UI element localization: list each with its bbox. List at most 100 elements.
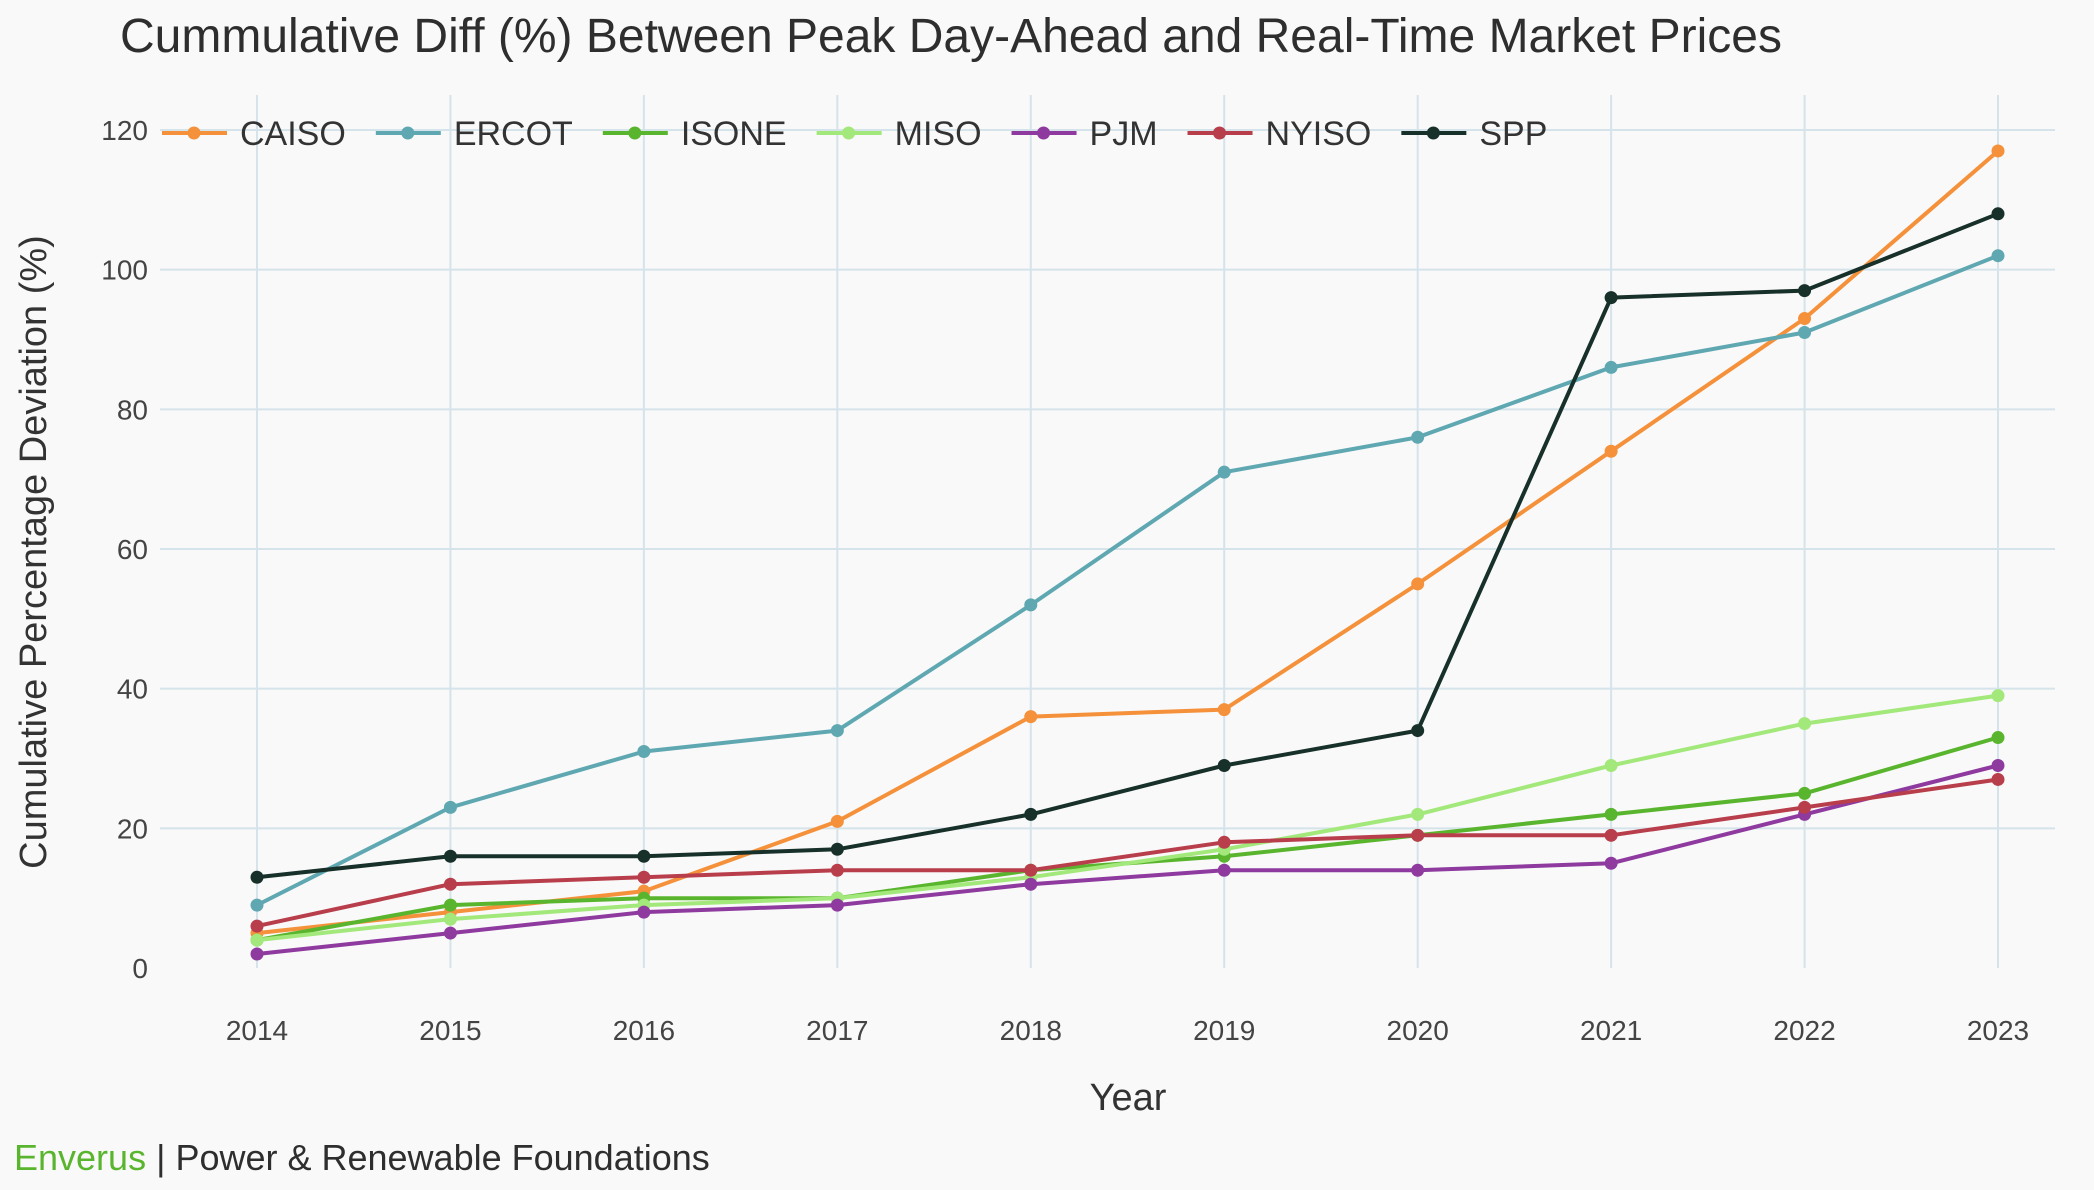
legend-label-ercot: ERCOT: [454, 115, 573, 153]
data-point-spp: [1411, 724, 1425, 738]
footer-separator: |: [146, 1137, 176, 1178]
data-point-nyiso: [830, 863, 844, 877]
x-axis-ticks: 2014 2015 2016 2017 2018 2019 2020 2021 2022 2023: [226, 1015, 2029, 1046]
data-point-spp: [1217, 758, 1231, 772]
x-tick-label: 2014: [226, 1015, 288, 1046]
y-tick-label: 20: [117, 813, 148, 844]
data-point-isone: [1991, 731, 2005, 745]
y-tick-label: 40: [117, 674, 148, 705]
legend-item-caiso: CAISO: [162, 115, 346, 153]
y-tick-label: 100: [101, 255, 148, 286]
data-point-miso: [1411, 807, 1425, 821]
chart-title: Cummulative Diff (%) Between Peak Day-Ah…: [120, 10, 1782, 63]
series-line-spp: [255, 211, 2000, 880]
data-point-ercot: [1604, 360, 1618, 374]
y-axis-ticks: 0 20 40 60 80 100 120: [101, 115, 148, 984]
data-point-ercot: [1991, 249, 2005, 263]
data-point-pjm: [1604, 856, 1618, 870]
data-point-ercot: [1798, 326, 1812, 340]
series-line-miso: [255, 693, 2000, 943]
data-point-caiso: [1798, 312, 1812, 326]
legend-label-pjm: PJM: [1090, 115, 1158, 153]
legend-item-miso: MISO: [816, 115, 982, 153]
data-point-spp: [637, 849, 651, 863]
data-point-spp: [1798, 284, 1812, 298]
x-tick-label: 2016: [613, 1015, 675, 1046]
data-point-spp: [250, 870, 264, 884]
data-point-miso: [1798, 717, 1812, 731]
data-point-ercot: [1411, 430, 1425, 444]
y-axis-label: Cumulative Percentage Deviation (%): [13, 235, 55, 869]
data-point-miso: [250, 933, 264, 947]
x-tick-label: 2017: [806, 1015, 868, 1046]
data-point-caiso: [830, 814, 844, 828]
data-point-nyiso: [1798, 800, 1812, 814]
x-tick-label: 2018: [1000, 1015, 1062, 1046]
data-point-ercot: [637, 745, 651, 759]
y-tick-label: 80: [117, 394, 148, 425]
data-point-caiso: [1991, 144, 2005, 158]
x-axis-label: Year: [1090, 1077, 1167, 1119]
y-tick-label: 0: [132, 953, 148, 984]
data-point-miso: [1604, 758, 1618, 772]
data-point-ercot: [250, 898, 264, 912]
data-point-spp: [1991, 207, 2005, 221]
data-point-ercot: [1217, 465, 1231, 479]
legend-marker-isone: [628, 126, 642, 140]
legend-marker-ercot: [401, 126, 415, 140]
data-point-nyiso: [250, 919, 264, 933]
legend-item-ercot: ERCOT: [375, 115, 573, 153]
series-nyiso: [250, 772, 2005, 933]
legend-label-isone: ISONE: [681, 115, 787, 153]
x-tick-label: 2015: [419, 1015, 481, 1046]
x-tick-label: 2019: [1193, 1015, 1255, 1046]
data-point-spp: [1604, 291, 1618, 305]
series-lines: [250, 144, 2005, 961]
footer-brand: Enverus: [14, 1137, 147, 1178]
data-point-spp: [1024, 807, 1038, 821]
legend-marker-miso: [842, 126, 856, 140]
series-spp: [250, 207, 2005, 884]
legend-label-miso: MISO: [895, 115, 982, 153]
data-point-spp: [830, 842, 844, 856]
legend-label-nyiso: NYISO: [1266, 115, 1372, 153]
x-tick-label: 2020: [1387, 1015, 1449, 1046]
data-point-nyiso: [443, 877, 457, 891]
legend-marker-nyiso: [1213, 126, 1227, 140]
x-tick-label: 2023: [1967, 1015, 2029, 1046]
data-point-nyiso: [1604, 828, 1618, 842]
data-point-nyiso: [637, 870, 651, 884]
data-point-nyiso: [1991, 772, 2005, 786]
legend-item-spp: SPP: [1401, 115, 1547, 153]
data-point-ercot: [1024, 598, 1038, 612]
legend-item-pjm: PJM: [1011, 115, 1158, 153]
series-line-ercot: [255, 253, 2000, 908]
series-ercot: [250, 249, 2005, 912]
data-point-isone: [1798, 786, 1812, 800]
series-line-nyiso: [255, 777, 2000, 929]
data-point-nyiso: [1024, 863, 1038, 877]
data-point-pjm: [1024, 877, 1038, 891]
data-point-caiso: [1411, 577, 1425, 591]
data-point-isone: [443, 898, 457, 912]
legend-marker-caiso: [187, 126, 201, 140]
data-point-ercot: [830, 724, 844, 738]
data-point-spp: [443, 849, 457, 863]
legend-label-spp: SPP: [1479, 115, 1547, 153]
legend: CAISO ERCOT ISONE MISO PJM NYISO SPP: [162, 115, 1547, 153]
data-point-pjm: [1411, 863, 1425, 877]
legend-item-nyiso: NYISO: [1187, 115, 1372, 153]
data-point-miso: [1991, 689, 2005, 703]
data-point-pjm: [637, 905, 651, 919]
data-point-pjm: [443, 926, 457, 940]
footer-credit: Enverus | Power & Renewable Foundations: [14, 1137, 710, 1179]
data-point-isone: [1604, 807, 1618, 821]
series-line-pjm: [255, 763, 2000, 956]
footer-text: Power & Renewable Foundations: [175, 1137, 710, 1178]
data-point-caiso: [1024, 710, 1038, 724]
data-point-caiso: [1604, 444, 1618, 458]
data-point-pjm: [1991, 758, 2005, 772]
data-point-pjm: [830, 898, 844, 912]
data-point-nyiso: [1411, 828, 1425, 842]
